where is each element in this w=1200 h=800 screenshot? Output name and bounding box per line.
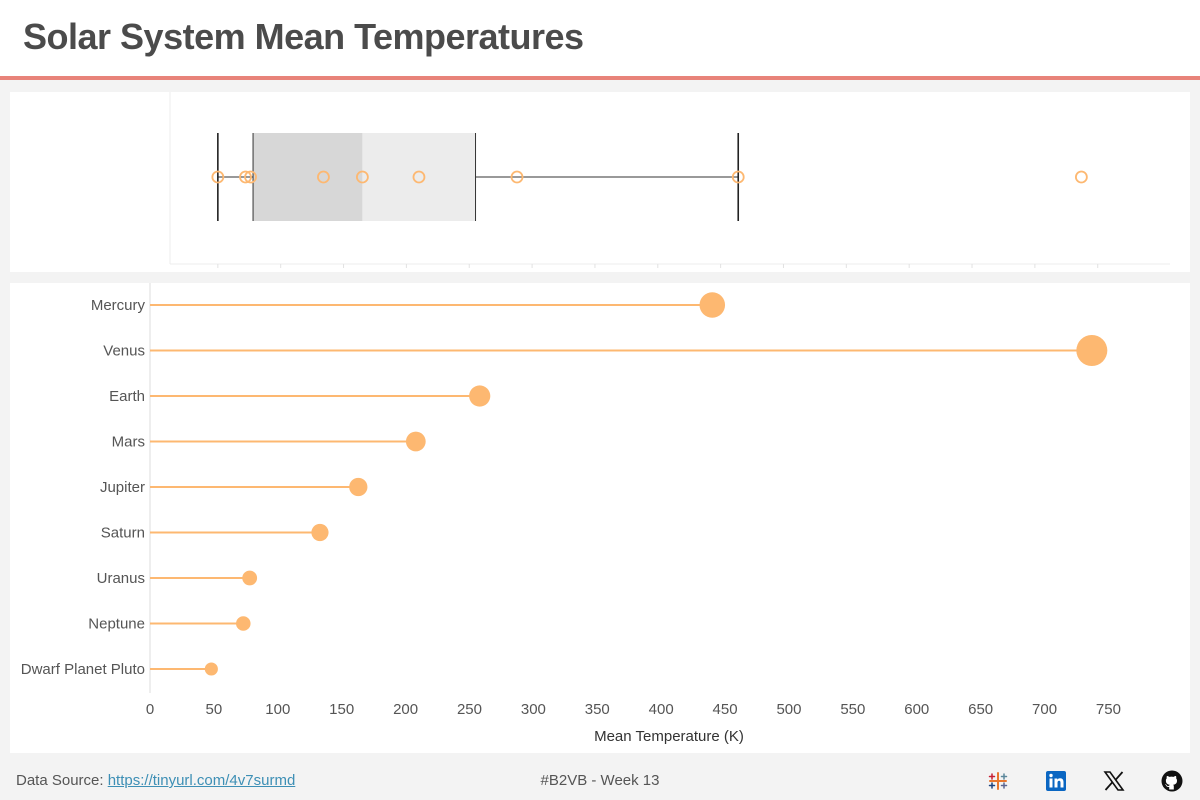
x-tick-label: 100 — [265, 701, 290, 718]
lollipop-chart: Mercury Venus Earth Mars Jupiter Saturn Uranus… — [21, 283, 1121, 745]
x-axis-title: Mean Temperature (K) — [594, 728, 744, 745]
x-tick-label: 200 — [393, 701, 418, 718]
x-tick-label: 500 — [776, 701, 801, 718]
source-link[interactable]: https://tinyurl.com/4v7surmd — [107, 772, 296, 789]
lollipop-panel: Mercury Venus Earth Mars Jupiter Saturn Uranus… — [10, 283, 1190, 753]
box-data-point — [317, 170, 330, 184]
lollipop-dot — [469, 385, 491, 407]
category-label: Earth — [109, 388, 145, 405]
footer: Data Source: https://tinyurl.com/4v7surm… — [0, 760, 1200, 800]
box-data-point — [211, 170, 225, 184]
box-data-point — [355, 170, 369, 184]
box-data-point — [1074, 170, 1088, 184]
x-tick-label: 350 — [585, 701, 610, 718]
lollipop-dot — [242, 570, 258, 586]
x-tick-label: 750 — [1096, 701, 1121, 718]
x-tick-label: 550 — [840, 701, 865, 718]
lollipop-dot — [311, 523, 329, 542]
x-tick-label: 150 — [329, 701, 354, 718]
lollipop-dot — [349, 477, 368, 497]
category-label: Dwarf Planet Pluto — [21, 661, 145, 678]
data-source: Data Source: https://tinyurl.com/4v7surm… — [16, 772, 295, 789]
header: Solar System Mean Temperatures — [0, 0, 1200, 80]
category-label: Venus — [103, 343, 145, 360]
lollipop-dot — [405, 431, 426, 452]
box-data-point — [731, 170, 745, 184]
box-plot-panel — [10, 92, 1190, 272]
week-tag: #B2VB - Week 13 — [540, 772, 660, 789]
github-icon[interactable] — [1160, 769, 1184, 793]
x-tick-label: 300 — [521, 701, 546, 718]
lollipop-dot — [1076, 335, 1108, 366]
linkedin-icon[interactable] — [1044, 769, 1068, 793]
x-tick-label: 0 — [146, 701, 154, 718]
x-tick-label: 600 — [904, 701, 929, 718]
box-data-point — [412, 170, 426, 184]
source-label: Data Source: — [16, 772, 104, 789]
lollipop-dot — [699, 292, 726, 318]
box-plot — [169, 92, 1170, 268]
page-title: Solar System Mean Temperatures — [23, 16, 584, 57]
category-label: Jupiter — [100, 479, 145, 496]
box-data-point — [244, 170, 257, 184]
lollipop-dot — [236, 616, 251, 631]
x-tick-label: 50 — [206, 701, 223, 718]
box-data-point — [510, 170, 524, 184]
box-data-point — [239, 170, 252, 184]
category-label: Uranus — [97, 570, 145, 587]
box-lower-half — [253, 133, 363, 221]
category-label: Neptune — [88, 616, 145, 633]
box-upper-half — [362, 133, 476, 221]
x-icon[interactable] — [1102, 769, 1126, 793]
x-tick-label: 650 — [968, 701, 993, 718]
category-label: Mercury — [91, 297, 146, 314]
x-tick-label: 450 — [713, 701, 738, 718]
tableau-icon[interactable] — [986, 769, 1010, 793]
lollipop-dot — [204, 662, 218, 676]
category-label: Saturn — [101, 525, 145, 542]
x-tick-label: 250 — [457, 701, 482, 718]
x-tick-label: 400 — [649, 701, 674, 718]
x-tick-label: 700 — [1032, 701, 1057, 718]
social-icons — [986, 769, 1184, 793]
category-label: Mars — [112, 434, 145, 451]
